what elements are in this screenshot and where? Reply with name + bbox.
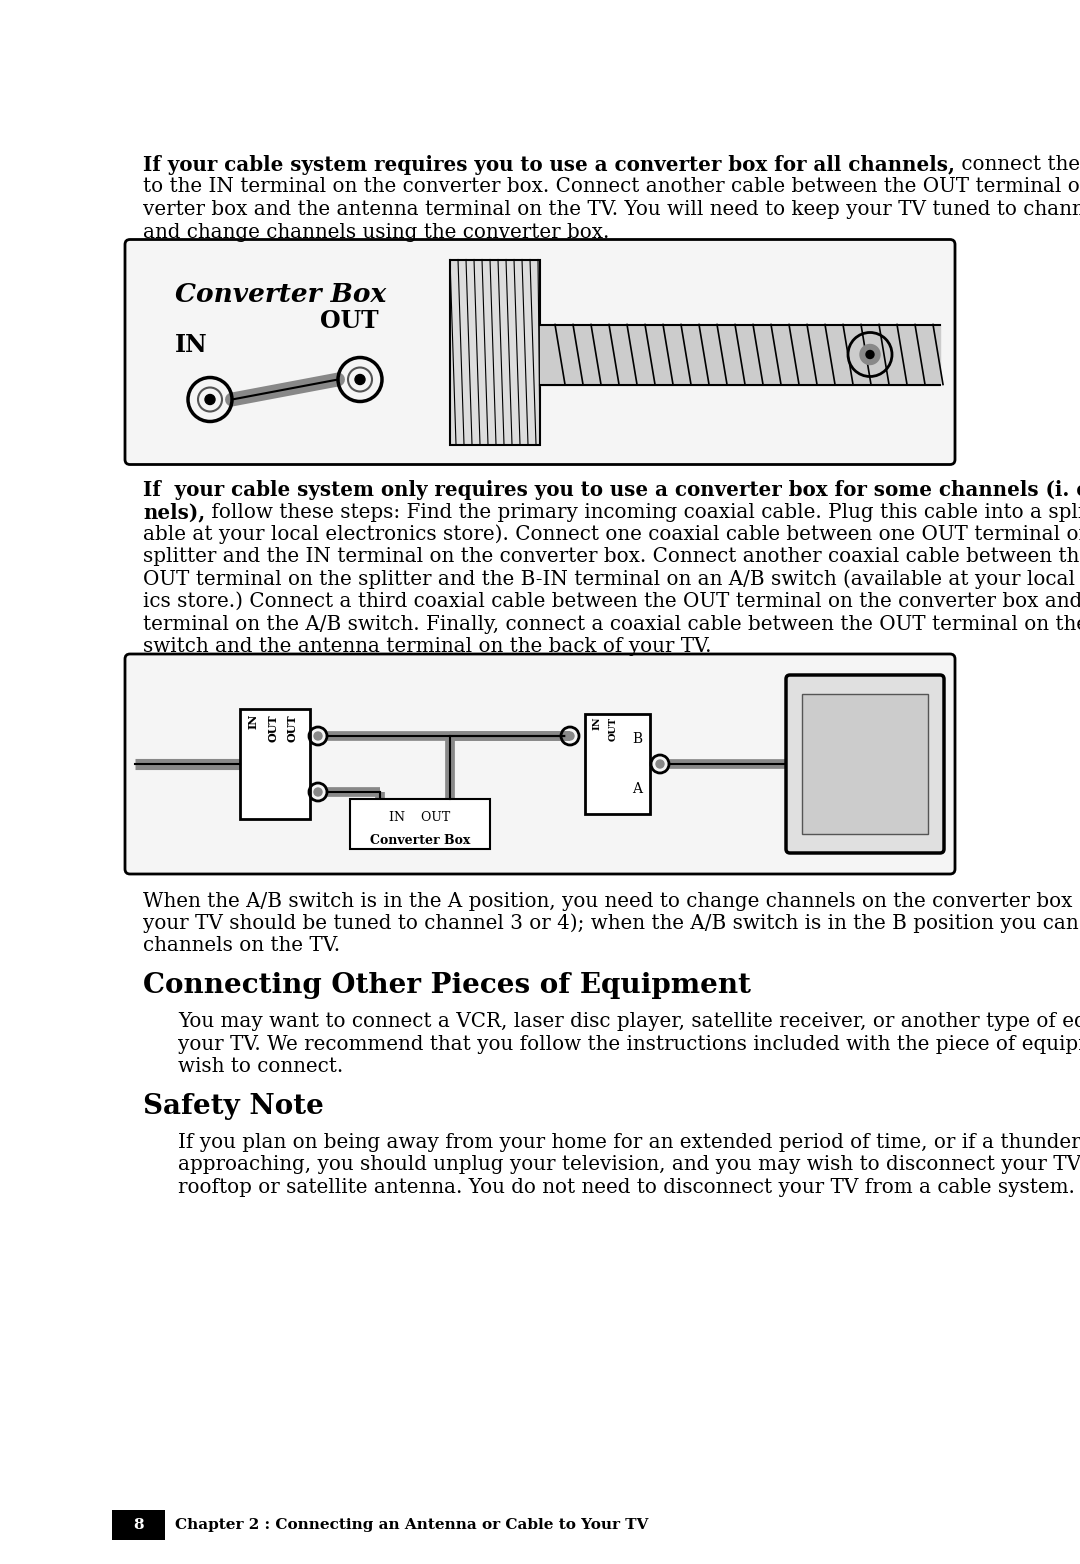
Text: switch and the antenna terminal on the back of your TV.: switch and the antenna terminal on the b… <box>143 637 712 655</box>
FancyBboxPatch shape <box>125 239 955 465</box>
Text: verter box and the antenna terminal on the TV. You will need to keep your TV tun: verter box and the antenna terminal on t… <box>143 200 1080 219</box>
Text: OUT: OUT <box>268 715 279 741</box>
Text: If you plan on being away from your home for an extended period of time, or if a: If you plan on being away from your home… <box>178 1132 1080 1153</box>
FancyBboxPatch shape <box>786 676 944 852</box>
Text: A: A <box>632 782 642 796</box>
Text: If your cable system requires you to use a converter box for all channels,: If your cable system requires you to use… <box>143 155 955 175</box>
Text: terminal on the A/B switch. Finally, connect a coaxial cable between the OUT ter: terminal on the A/B switch. Finally, con… <box>143 615 1080 633</box>
FancyBboxPatch shape <box>125 654 955 874</box>
Text: ics store.) Connect a third coaxial cable between the OUT terminal on the conver: ics store.) Connect a third coaxial cabl… <box>143 593 1080 612</box>
Text: Safety Note: Safety Note <box>143 1093 324 1120</box>
Text: wish to connect.: wish to connect. <box>178 1057 343 1076</box>
Text: able at your local electronics store). Connect one coaxial cable between one OUT: able at your local electronics store). C… <box>143 524 1080 544</box>
Text: IN    OUT: IN OUT <box>390 812 450 824</box>
Text: IN: IN <box>247 715 258 729</box>
Text: your TV. We recommend that you follow the instructions included with the piece o: your TV. We recommend that you follow th… <box>178 1034 1080 1054</box>
Text: When the A/B switch is in the A position, you need to change channels on the con: When the A/B switch is in the A position… <box>143 891 1080 910</box>
Text: OUT: OUT <box>608 716 618 741</box>
Bar <box>350 799 490 849</box>
Text: follow these steps: Find the primary incoming coaxial cable. Plug this cable int: follow these steps: Find the primary inc… <box>205 502 1080 522</box>
Circle shape <box>566 732 573 740</box>
Text: and change channels using the converter box.: and change channels using the converter … <box>143 222 609 241</box>
Bar <box>450 260 540 444</box>
Circle shape <box>314 732 322 740</box>
Text: approaching, you should unplug your television, and you may wish to disconnect y: approaching, you should unplug your tele… <box>178 1156 1080 1175</box>
Circle shape <box>205 394 215 405</box>
Text: splitter and the IN terminal on the converter box. Connect another coaxial cable: splitter and the IN terminal on the conv… <box>143 547 1080 566</box>
Circle shape <box>860 344 880 364</box>
Bar <box>240 708 310 820</box>
Text: 8: 8 <box>133 1519 144 1533</box>
Text: IN: IN <box>175 333 207 357</box>
Text: connect the incoming cable: connect the incoming cable <box>955 155 1080 174</box>
Text: your TV should be tuned to channel 3 or 4); when the A/B switch is in the B posi: your TV should be tuned to channel 3 or … <box>143 913 1080 934</box>
Text: IN: IN <box>593 716 602 730</box>
Bar <box>112 1509 165 1541</box>
Circle shape <box>866 350 874 358</box>
Bar <box>802 694 928 834</box>
Text: B: B <box>632 732 642 746</box>
Text: Connecting Other Pieces of Equipment: Connecting Other Pieces of Equipment <box>143 971 751 999</box>
Text: You may want to connect a VCR, laser disc player, satellite receiver, or another: You may want to connect a VCR, laser dis… <box>178 1012 1080 1031</box>
Text: Chapter 2 : Connecting an Antenna or Cable to Your TV: Chapter 2 : Connecting an Antenna or Cab… <box>175 1519 648 1533</box>
Text: to the IN terminal on the converter box. Connect another cable between the OUT t: to the IN terminal on the converter box.… <box>143 177 1080 197</box>
Text: OUT terminal on the splitter and the B-IN terminal on an A/B switch (available a: OUT terminal on the splitter and the B-I… <box>143 569 1080 590</box>
Circle shape <box>314 788 322 796</box>
Text: Converter Box: Converter Box <box>369 834 470 848</box>
Text: nels),: nels), <box>143 502 205 522</box>
Text: Converter Box: Converter Box <box>175 283 387 308</box>
Text: OUT: OUT <box>286 715 297 741</box>
Text: channels on the TV.: channels on the TV. <box>143 935 340 956</box>
Text: rooftop or satellite antenna. You do not need to disconnect your TV from a cable: rooftop or satellite antenna. You do not… <box>178 1178 1075 1196</box>
Text: OUT: OUT <box>320 310 379 333</box>
Bar <box>585 715 650 813</box>
Circle shape <box>656 760 664 768</box>
Text: If  your cable system only requires you to use a converter box for some channels: If your cable system only requires you t… <box>143 480 1080 499</box>
Circle shape <box>355 374 365 385</box>
